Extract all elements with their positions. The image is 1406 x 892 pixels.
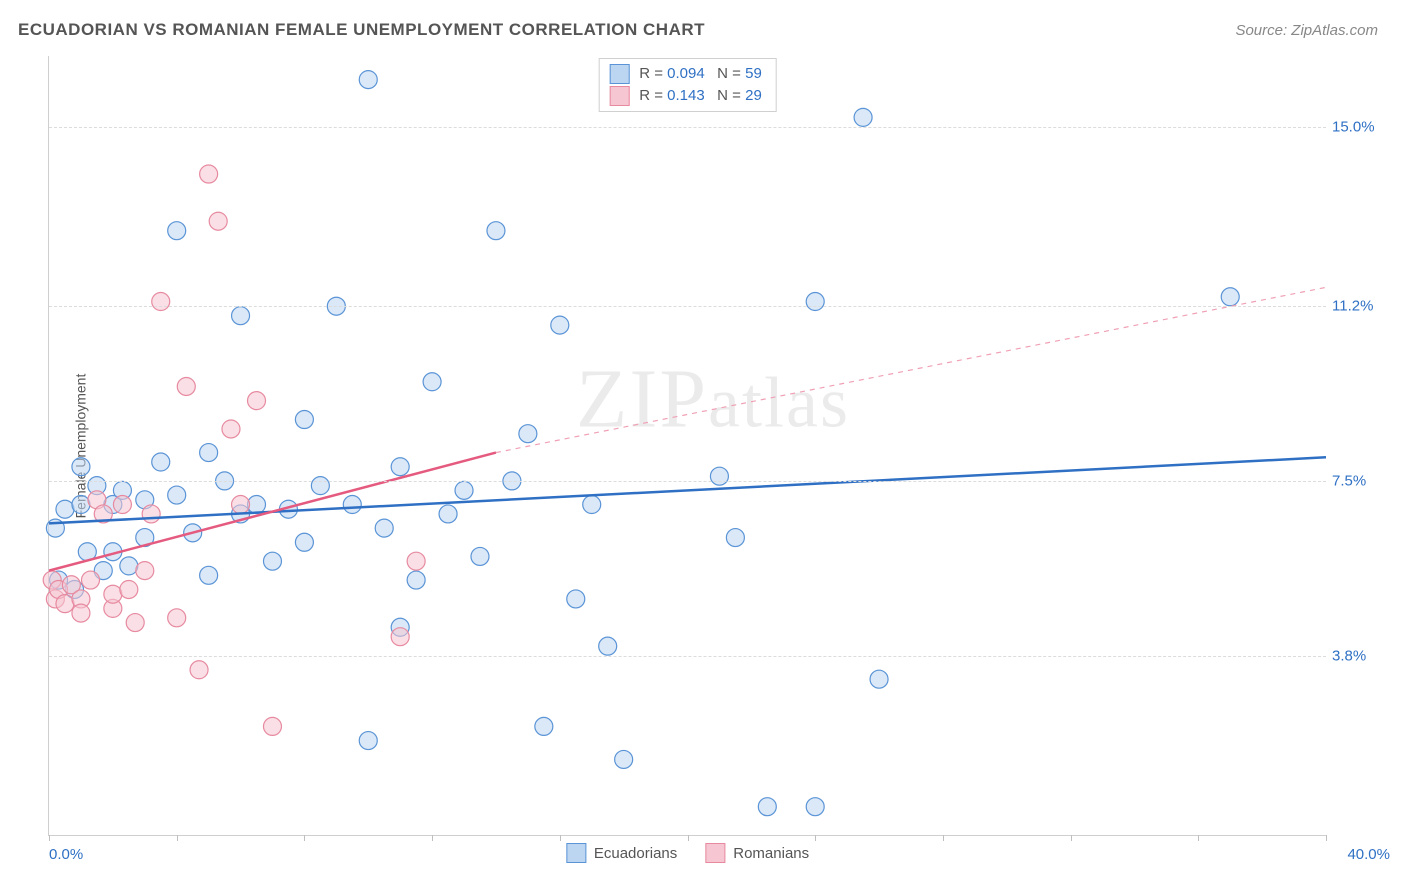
x-tick xyxy=(304,835,305,841)
legend-stat-text: R = 0.094 N = 59 xyxy=(639,63,762,85)
legend-series: Ecuadorians Romanians xyxy=(566,843,809,863)
chart-container: ECUADORIAN VS ROMANIAN FEMALE UNEMPLOYME… xyxy=(0,0,1406,892)
legend-series-item: Ecuadorians xyxy=(566,843,677,863)
x-tick xyxy=(1326,835,1327,841)
legend-series-label: Ecuadorians xyxy=(594,845,677,862)
y-tick-label: 15.0% xyxy=(1332,118,1390,135)
x-tick xyxy=(688,835,689,841)
y-tick-label: 11.2% xyxy=(1332,298,1390,315)
legend-stat-row: R = 0.143 N = 29 xyxy=(609,85,762,107)
legend-stat-text: R = 0.143 N = 29 xyxy=(639,85,762,107)
legend-series-item: Romanians xyxy=(705,843,809,863)
x-tick xyxy=(177,835,178,841)
x-tick xyxy=(49,835,50,841)
x-tick xyxy=(1071,835,1072,841)
x-tick xyxy=(943,835,944,841)
legend-swatch xyxy=(609,86,629,106)
legend-swatch xyxy=(705,843,725,863)
x-axis-max-label: 40.0% xyxy=(1347,846,1390,863)
y-tick-label: 3.8% xyxy=(1332,647,1390,664)
legend-series-label: Romanians xyxy=(733,845,809,862)
gridline xyxy=(49,306,1326,307)
chart-title: ECUADORIAN VS ROMANIAN FEMALE UNEMPLOYME… xyxy=(18,20,705,40)
gridline xyxy=(49,481,1326,482)
plot-area: ZIPatlas R = 0.094 N = 59R = 0.143 N = 2… xyxy=(48,56,1326,836)
legend-stats: R = 0.094 N = 59R = 0.143 N = 29 xyxy=(598,58,777,112)
scatter-svg xyxy=(49,56,1326,835)
source-label: Source: ZipAtlas.com xyxy=(1235,22,1378,39)
legend-swatch xyxy=(566,843,586,863)
x-tick xyxy=(560,835,561,841)
gridline xyxy=(49,656,1326,657)
legend-stat-row: R = 0.094 N = 59 xyxy=(609,63,762,85)
y-tick-label: 7.5% xyxy=(1332,472,1390,489)
gridline xyxy=(49,127,1326,128)
x-tick xyxy=(432,835,433,841)
x-tick xyxy=(1198,835,1199,841)
x-tick xyxy=(815,835,816,841)
legend-swatch xyxy=(609,64,629,84)
x-axis-min-label: 0.0% xyxy=(49,846,83,863)
